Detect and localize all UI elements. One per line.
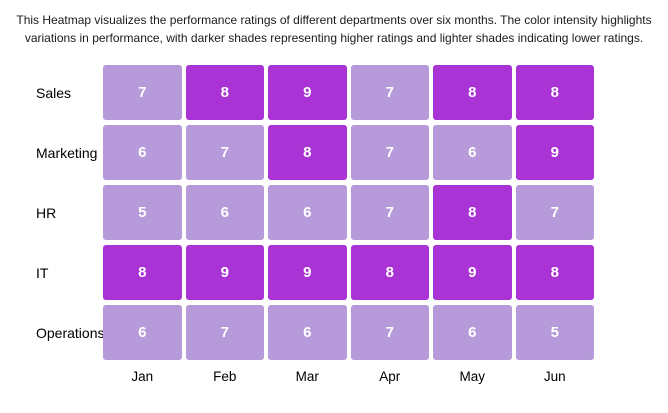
heatmap-grid: Sales 7 8 9 7 8 8 Marketing 6 7 8 7 6 9 HR 5 6 6 7 8 7 IT 8 9 9 8…: [30, 65, 594, 389]
heatmap-cell: 9: [268, 65, 347, 120]
heatmap-cell: 5: [103, 185, 182, 240]
heatmap-cell: 8: [433, 65, 512, 120]
heatmap-cell: 6: [433, 125, 512, 180]
heatmap-cell: 8: [433, 185, 512, 240]
heatmap-cell: 6: [268, 305, 347, 360]
col-label-feb: Feb: [213, 369, 237, 384]
row-label-hr: HR: [36, 204, 57, 221]
col-label-mar: Mar: [295, 369, 319, 384]
col-label-jan: Jan: [131, 369, 154, 384]
col-label-apr: Apr: [379, 369, 401, 384]
heatmap-cell: 9: [433, 245, 512, 300]
heatmap-cell: 9: [185, 245, 264, 300]
heatmap-cell: 8: [268, 125, 347, 180]
heatmap-cell: 7: [103, 65, 182, 120]
heatmap-cell: 8: [350, 245, 429, 300]
heatmap-cell: 7: [185, 305, 264, 360]
heatmap-cell: 9: [268, 245, 347, 300]
heatmap-cell: 7: [350, 125, 429, 180]
heatmap-cell: 7: [185, 125, 264, 180]
heatmap-cell: 6: [185, 185, 264, 240]
row-label-it: IT: [36, 264, 49, 281]
heatmap-cell: 8: [103, 245, 182, 300]
axis-corner: [30, 365, 99, 389]
heatmap-cell: 7: [350, 305, 429, 360]
heatmap-cell: 6: [433, 305, 512, 360]
heatmap-cell: 8: [515, 245, 594, 300]
caption-line-1: This Heatmap visualizes the performance …: [16, 13, 652, 27]
heatmap-cell: 6: [103, 125, 182, 180]
heatmap-cell: 9: [515, 125, 594, 180]
caption-line-2: variations in performance, with darker s…: [24, 31, 644, 45]
heatmap-cell: 8: [515, 65, 594, 120]
col-label-jun: Jun: [543, 369, 566, 384]
heatmap-cell: 5: [515, 305, 594, 360]
col-label-may: May: [459, 369, 485, 384]
row-label-sales: Sales: [36, 84, 72, 101]
heatmap-cell: 8: [185, 65, 264, 120]
heatmap-cell: 7: [350, 185, 429, 240]
heatmap-cell: 7: [350, 65, 429, 120]
heatmap-cell: 6: [268, 185, 347, 240]
chart-caption: This Heatmap visualizes the performance …: [0, 11, 668, 47]
heatmap-cell: 6: [103, 305, 182, 360]
heatmap-cell: 7: [515, 185, 594, 240]
row-label-operations: Operations: [36, 324, 105, 341]
row-label-marketing: Marketing: [36, 144, 98, 161]
